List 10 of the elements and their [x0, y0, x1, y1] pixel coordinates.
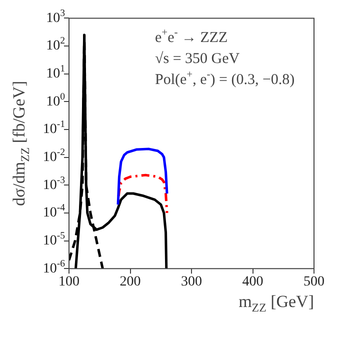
x-tick-label: 400: [242, 274, 264, 290]
annotation: √s = 350 GeV: [155, 51, 240, 68]
x-tick-label: 500: [304, 274, 324, 290]
x-tick-label: 100: [58, 274, 80, 290]
x-tick-label: 200: [120, 274, 141, 290]
line-series: [117, 174, 168, 214]
x-tick-label: 300: [181, 274, 202, 290]
annotation: Pol(e+, e-) = (0.3, −0.8): [155, 70, 295, 88]
y-axis-title: dσ/dmZZ [fb/GeV]: [9, 80, 32, 206]
annotation: e+e- → ZZZ: [155, 28, 228, 46]
